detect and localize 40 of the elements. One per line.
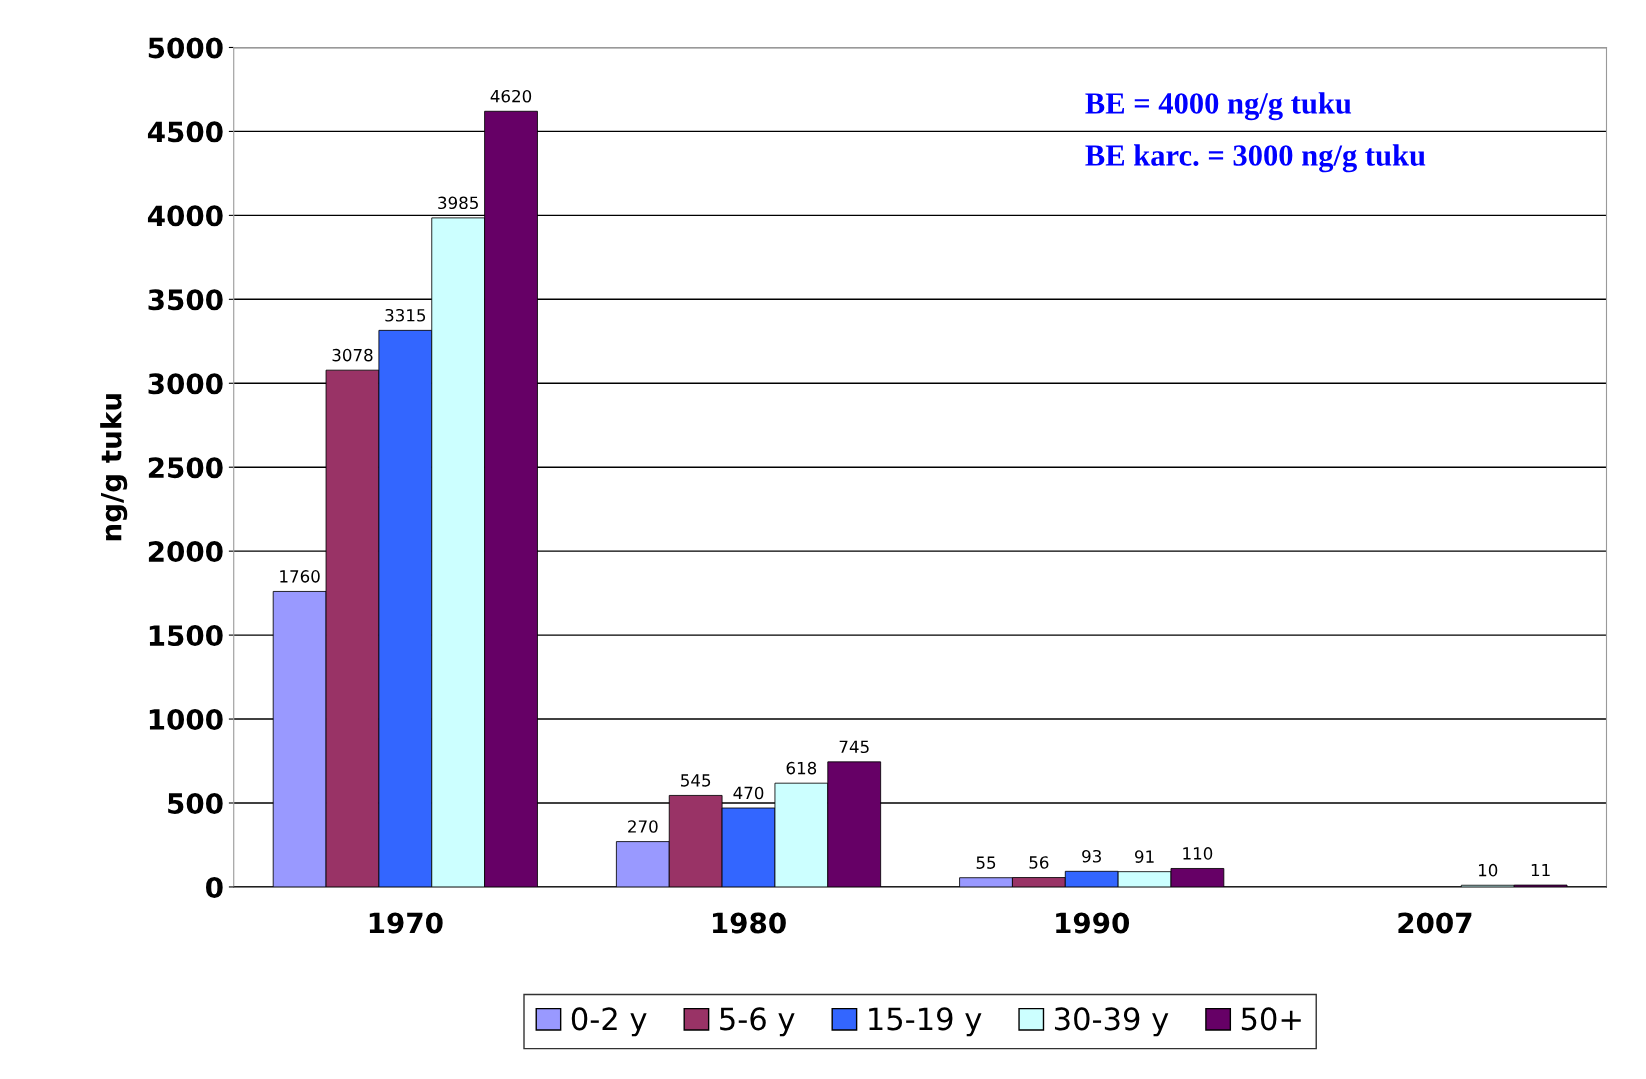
y-tick-label: 1500 [149, 625, 223, 647]
y-tick-label: 0 [206, 876, 223, 898]
data-label: 745 [839, 740, 869, 754]
data-label: 91 [1135, 850, 1154, 863]
data-label: 3985 [438, 196, 478, 210]
y-tick-label: 3500 [148, 289, 223, 311]
data-label: 10 [1478, 863, 1498, 877]
data-label: 11 [1531, 863, 1550, 877]
x-tick-label: 2007 [1398, 912, 1472, 934]
data-label: 4620 [490, 89, 532, 103]
y-axis-title: ng/g tuku [100, 394, 128, 541]
data-label: 270 [628, 820, 658, 833]
annotation: BE = 4000 ng/g tuku [1085, 92, 1352, 121]
data-label: 93 [1082, 849, 1101, 863]
legend-label: 0-2 y [571, 1007, 647, 1037]
data-label: 545 [681, 774, 711, 787]
data-label: 3315 [385, 308, 426, 322]
legend-label: 50+ [1241, 1007, 1301, 1031]
y-tick-label: 2000 [148, 541, 223, 563]
data-label: 56 [1029, 856, 1049, 869]
y-tick-label: 2500 [148, 457, 223, 479]
data-label: 1760 [280, 570, 320, 583]
y-tick-label: 4000 [147, 205, 223, 227]
data-label: 618 [786, 761, 817, 775]
y-tick-label: 1000 [149, 708, 223, 730]
annotation: BE karc. = 3000 ng/g tuku [1085, 144, 1426, 173]
y-tick-label: 3000 [148, 373, 223, 395]
y-tick-label: 4500 [147, 121, 223, 143]
data-label: 110 [1183, 847, 1213, 860]
x-tick-label: 1990 [1056, 912, 1130, 934]
y-tick-label: 500 [168, 792, 223, 814]
data-label: 470 [733, 786, 764, 800]
legend-label: 15-19 y [869, 1007, 982, 1037]
x-tick-label: 1980 [713, 912, 786, 934]
legend-label: 30-39 y [1054, 1007, 1169, 1037]
legend-label: 5-6 y [720, 1007, 795, 1037]
y-tick-label: 5000 [148, 37, 223, 59]
data-label: 3078 [332, 348, 373, 362]
data-label: 55 [976, 856, 996, 869]
x-tick-label: 1970 [369, 912, 443, 934]
